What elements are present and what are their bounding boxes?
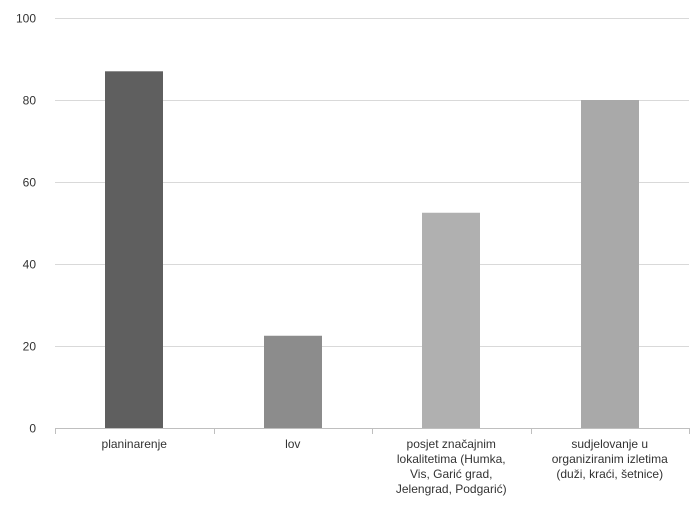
bars [105,71,639,429]
labels: 0 20 40 60 80 100 planinarenje lov posjet značaj… [16,12,668,497]
axes [55,428,690,434]
bar-4 [581,100,639,428]
y-tick-label-40: 40 [23,258,37,272]
y-tick-label-60: 60 [23,176,37,190]
bar-2 [264,335,322,428]
y-tick-label-80: 80 [23,94,37,108]
x-category-label-3: posjet značajnim lokalitetima (Humka, Vis,… [396,437,507,496]
bar-1 [105,71,163,429]
x-category-label-4: sudjelovanje u organiziranim izletima (duž… [552,437,668,481]
y-tick-label-20: 20 [23,340,37,354]
x-category-label-1: planinarenje [102,437,168,451]
y-tick-label-100: 100 [16,12,36,26]
bar-3 [422,212,480,428]
y-tick-label-0: 0 [29,422,36,436]
x-category-label-2: lov [285,437,300,451]
